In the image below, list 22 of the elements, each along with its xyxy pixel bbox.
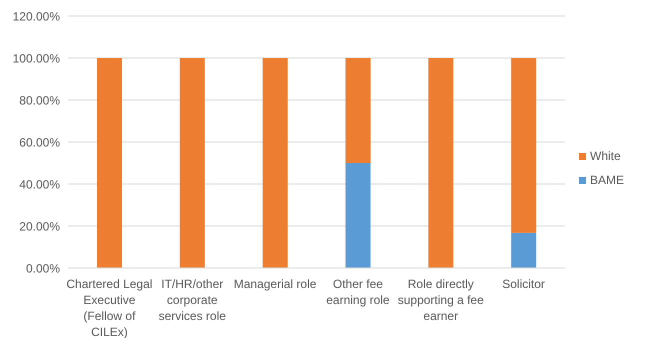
bar [345, 58, 370, 163]
x-tick-label: Other fee earning role [326, 277, 390, 307]
y-tick-label: 0.00% [26, 261, 60, 276]
legend-label: BAME [589, 173, 626, 187]
bar [96, 58, 122, 268]
y-tick-label: 60.00% [19, 135, 60, 150]
y-tick-label: 40.00% [19, 177, 60, 192]
y-tick-label: 100.00% [12, 51, 60, 66]
bar [262, 58, 288, 268]
x-tick-label: IT/HR/other corporate services role [158, 277, 226, 323]
bar [345, 163, 370, 268]
y-tick-label: 20.00% [19, 219, 60, 234]
bar [180, 58, 205, 268]
x-tick-label: Managerial role [234, 277, 317, 291]
bar [428, 58, 454, 268]
bar [511, 232, 536, 268]
x-tick-label: Role directly supporting a fee earner [398, 277, 484, 323]
x-tick-label: Solicitor [502, 277, 545, 291]
legend-label: White [589, 149, 622, 163]
y-tick-label: 120.00% [12, 9, 60, 24]
y-tick-label: 80.00% [19, 93, 60, 108]
bar [511, 58, 536, 233]
